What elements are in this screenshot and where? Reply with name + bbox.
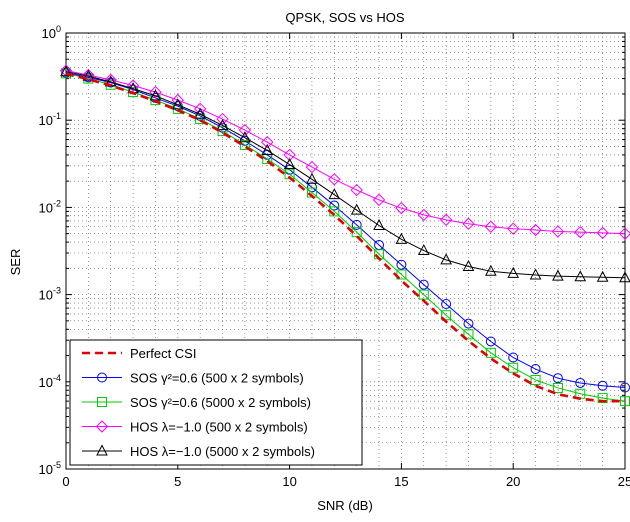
x-tick-label: 15 (394, 474, 408, 489)
y-axis-label: SER (8, 249, 23, 276)
y-tick-label: 100 (42, 24, 61, 41)
x-axis-label: SNR (dB) (317, 498, 373, 513)
legend-label: HOS λ=−1.0 (500 x 2 symbols) (130, 420, 308, 435)
legend-label: SOS γ²=0.6 (5000 x 2 symbols) (130, 395, 311, 410)
x-tick-label: 10 (282, 474, 296, 489)
x-tick-label: 5 (174, 474, 181, 489)
legend-label: SOS γ²=0.6 (500 x 2 symbols) (130, 371, 304, 386)
y-tick-label: 10-3 (39, 286, 61, 303)
y-tick-label: 10-1 (39, 111, 61, 128)
y-tick-label: 10-2 (39, 198, 61, 215)
legend-label: Perfect CSI (130, 346, 196, 361)
x-tick-label: 0 (62, 474, 69, 489)
legend: Perfect CSI SOS γ²=0.6 (500 x 2 symbols) S… (70, 340, 362, 465)
y-tick-label: 10-5 (39, 460, 61, 477)
legend-label: HOS λ=−1.0 (5000 x 2 symbols) (130, 444, 315, 459)
x-tick-label: 20 (506, 474, 520, 489)
chart-title: QPSK, SOS vs HOS (285, 10, 405, 25)
y-tick-label: 10-4 (39, 373, 61, 390)
x-tick-label: 25 (618, 474, 630, 489)
